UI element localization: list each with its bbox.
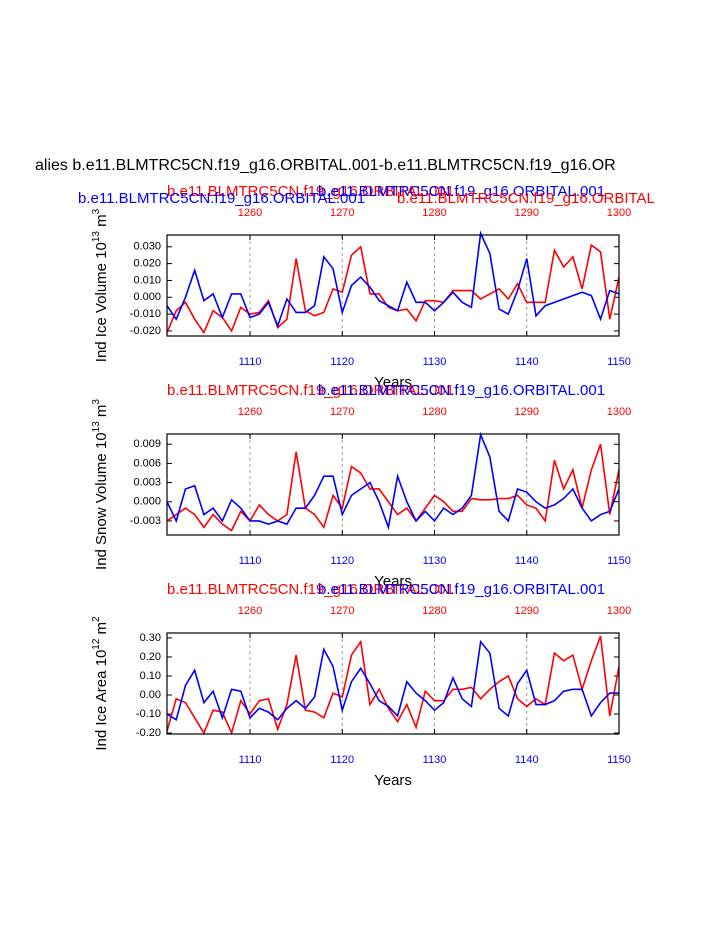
y-tick-label: -0.020	[130, 325, 161, 337]
x-tick-label: 1120	[330, 356, 354, 368]
x-tick-label: 1120	[330, 754, 354, 766]
plot-frame	[166, 433, 620, 536]
y-axis-label-part: Ind Ice Volume 10	[93, 242, 110, 362]
x-tick-label: 1150	[607, 754, 631, 766]
plot-frame	[166, 632, 620, 735]
y-tick-label: 0.030	[133, 241, 161, 253]
x2-tick-label: 1290	[515, 207, 539, 219]
series-line	[166, 635, 620, 736]
y-tick-label: 0.30	[140, 632, 161, 644]
y-tick-label: 0.10	[140, 670, 161, 682]
x2-tick-label: 1260	[238, 207, 262, 219]
y-tick-label: -0.003	[130, 515, 161, 527]
x-tick-label: 1150	[607, 356, 631, 368]
y-tick-label: 0.000	[133, 291, 161, 303]
x2-tick-label: 1260	[238, 406, 262, 418]
series-label: b.e11.BLMTRC5CN.f19_g16.ORBITAL.001	[318, 581, 605, 598]
x-tick-label: 1110	[239, 555, 262, 567]
x2-tick-label: 1280	[422, 605, 446, 617]
x-tick-label: 1130	[423, 555, 447, 567]
x-axis-label: Years	[374, 772, 412, 789]
extra-label: b.e11.BLMTRC5CN.f19_g16.ORBITAL	[397, 190, 655, 207]
series-label: b.e11.BLMTRC5CN.f19_g16.ORBITAL.001	[167, 581, 454, 598]
y-tick-label: -0.20	[136, 727, 161, 739]
main-title: alies b.e11.BLMTRC5CN.f19_g16.ORBITAL.00…	[35, 157, 616, 174]
plot-frame	[166, 234, 620, 337]
series-label: b.e11.BLMTRC5CN.f19_g16.ORBITAL.001	[318, 382, 605, 399]
extra-label: b.e11.BLMTRC5CN.f19_g16.ORBITAL.001	[78, 190, 365, 207]
x2-tick-label: 1300	[607, 406, 631, 418]
y-axis-label-part: Ind Snow Volume 10	[93, 432, 110, 570]
x2-tick-label: 1270	[330, 605, 354, 617]
series-label: b.e11.BLMTRC5CN.f19_g16.ORBITAL.001	[318, 183, 605, 200]
y-axis-label-part: 13	[91, 421, 102, 433]
y-axis-label-part: 3	[91, 399, 102, 405]
y-tick-label: -0.10	[136, 708, 161, 720]
x-tick-label: 1140	[515, 555, 539, 567]
y-axis-label-part: m	[93, 214, 110, 231]
y-tick-label: 0.009	[133, 438, 161, 450]
y-tick-label: 0.006	[133, 457, 161, 469]
x2-tick-label: 1260	[238, 605, 262, 617]
x2-tick-label: 1270	[330, 406, 354, 418]
series-line	[166, 230, 620, 329]
y-axis-label-part: 13	[91, 231, 102, 243]
y-axis-label: Ind Snow Volume 1013 m3	[91, 399, 110, 570]
y-axis-label-part: Ind Ice Area 10	[93, 650, 110, 751]
series-label: b.e11.BLMTRC5CN.f19_g16.ORBITAL.001	[167, 382, 454, 399]
y-axis-label-part: 2	[91, 616, 102, 622]
x-tick-label: 1130	[423, 754, 447, 766]
x-axis-label: Years	[374, 374, 412, 391]
y-tick-label: -0.010	[130, 308, 161, 320]
y-axis-label-part: m	[93, 622, 110, 639]
y-tick-label: 0.00	[140, 689, 161, 701]
series-line	[166, 431, 620, 531]
x2-tick-label: 1290	[515, 406, 539, 418]
x-tick-label: 1120	[330, 555, 354, 567]
x2-tick-label: 1300	[607, 207, 631, 219]
x-tick-label: 1110	[239, 356, 262, 368]
y-axis-label: Ind Ice Volume 1013 m3	[91, 208, 110, 362]
y-tick-label: 0.000	[133, 496, 161, 508]
series-label: b.e11.BLMTRC5CN.f19_g16.ORBITAL.001	[167, 183, 454, 200]
x2-tick-label: 1270	[330, 207, 354, 219]
y-tick-label: 0.003	[133, 476, 161, 488]
y-axis-label: Ind Ice Area 1012 m2	[91, 616, 110, 751]
x2-tick-label: 1290	[515, 605, 539, 617]
y-tick-label: 0.20	[140, 651, 161, 663]
x-tick-label: 1110	[239, 754, 262, 766]
series-line	[166, 639, 619, 721]
x-tick-label: 1140	[515, 356, 539, 368]
y-axis-label-part: m	[93, 405, 110, 422]
y-axis-label-part: 12	[91, 638, 102, 650]
x2-tick-label: 1300	[607, 605, 631, 617]
y-tick-label: 0.020	[133, 258, 161, 270]
y-axis-label-part: 3	[91, 208, 102, 214]
y-tick-label: 0.010	[133, 274, 161, 286]
series-line	[166, 443, 620, 532]
x-tick-label: 1150	[607, 555, 631, 567]
x-tick-label: 1130	[423, 356, 447, 368]
x-tick-label: 1140	[515, 754, 539, 766]
x-axis-label: Years	[374, 573, 412, 590]
x2-tick-label: 1280	[422, 406, 446, 418]
x2-tick-label: 1280	[422, 207, 446, 219]
